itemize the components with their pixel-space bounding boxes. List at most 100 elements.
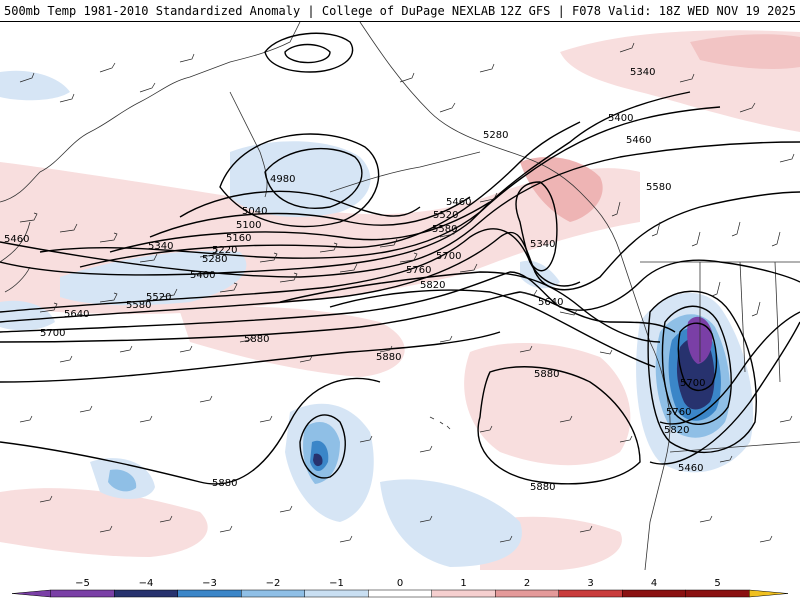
contour-label: 5460 [626, 135, 651, 146]
contour-label: 5340 [148, 241, 173, 252]
pos-anomaly-central-pacific [464, 342, 631, 466]
contour-4980 [264, 147, 363, 209]
pos-anomaly-west-pacific [180, 306, 405, 377]
colorbar-canvas: −5 −4 −3 −2 −1 0 1 2 3 4 5 [11, 578, 789, 598]
pos-anomaly-alaska-ridge [520, 157, 603, 222]
colorbar-ticks: −5 −4 −3 −2 −1 0 1 2 3 4 5 [75, 578, 721, 589]
contour-5640 [0, 259, 800, 333]
colorbar-segment [241, 589, 305, 598]
colorbar-segment [368, 589, 432, 598]
neg-anomaly-jet-blue [60, 250, 247, 306]
contour-5760 [279, 271, 661, 343]
contour-label-group: 4980 5040 5100 5160 5220 5280 5340 5400 … [4, 67, 705, 493]
colorbar-segment [50, 589, 115, 598]
contour-label: 4980 [270, 174, 295, 185]
kamchatka-coast [229, 91, 268, 198]
contour-label: 5340 [630, 67, 655, 78]
colorbar-segment [685, 589, 750, 598]
wind-barb [19, 192, 498, 263]
neg-anomaly-bering-low [230, 141, 371, 217]
wind-barb [59, 335, 613, 363]
contour-label: 5460 [446, 197, 471, 208]
contour-5460 [0, 141, 800, 278]
colorbar-tick-label: −2 [266, 578, 281, 589]
contour-cutoff-inner [677, 322, 718, 391]
anomaly-map[interactable]: 4980 5040 5100 5160 5220 5280 5340 5400 … [0, 22, 800, 572]
pos-anomaly-south-west [0, 488, 208, 557]
contour-label: 5820 [664, 425, 689, 436]
colorbar-tick-label: 0 [397, 578, 403, 589]
colorbar-arrow-high [749, 589, 789, 598]
contour-cutoff-outer [647, 290, 757, 454]
contour-label: 5280 [483, 130, 508, 141]
negative-anomaly-shading [0, 70, 754, 567]
aleutians [329, 151, 481, 193]
wind-barb [611, 201, 781, 317]
contour-label: 5760 [666, 407, 691, 418]
contour-5880-main [0, 331, 501, 383]
colorbar-tick-label: −3 [202, 578, 217, 589]
contour-label: 5220 [212, 245, 237, 256]
contour-label: 5520 [433, 210, 458, 221]
colorbar-tick-label: 3 [587, 578, 593, 589]
model-valid-time: 12Z GFS | F078 Valid: 18Z WED NOV 19 202… [499, 4, 796, 18]
contour-label: 5760 [406, 265, 431, 276]
contour-label: 5700 [436, 251, 461, 262]
colorbar-segment [622, 589, 686, 598]
contour-5820 [329, 289, 656, 368]
contour-label: 5700 [40, 328, 65, 339]
colorbar-tick-label: 4 [651, 578, 657, 589]
contour-label: 5160 [226, 233, 251, 244]
contour-label: 5040 [242, 206, 267, 217]
neg-anomaly-far-west-core [108, 469, 137, 492]
colorbar-tick-label: −4 [139, 578, 154, 589]
contour-label: 5580 [646, 182, 671, 193]
contour-5280 [79, 121, 581, 268]
contour-5880-sub-low [299, 414, 346, 479]
colorbar-tick-label: −5 [75, 578, 90, 589]
us-mexico-border [669, 441, 800, 453]
contour-label: 5880 [534, 369, 559, 380]
contour-label: 5100 [236, 220, 261, 231]
north-america-coast [644, 341, 671, 571]
contour-label: 5880 [376, 352, 401, 363]
contour-label: 5580 [432, 224, 457, 235]
colorbar-arrow-low [11, 589, 51, 598]
height-contours [0, 32, 800, 485]
contour-5880-west [0, 377, 381, 485]
asia-coast [0, 22, 301, 203]
contour-5880-east [649, 321, 800, 465]
contour-label: 5520 [146, 292, 171, 303]
colorbar-segment [177, 589, 242, 598]
contour-5340 [39, 91, 691, 259]
contour-5400 [0, 106, 721, 276]
contour-5700 [0, 291, 676, 343]
colorbar-tick-label: −1 [329, 578, 344, 589]
neg-anomaly-sub-low-dark [313, 453, 323, 467]
contour-label: 5700 [680, 378, 705, 389]
wind-barb [19, 42, 795, 163]
contour-polar-low [264, 32, 354, 73]
contour-label: 5640 [538, 297, 563, 308]
contour-5820-east [659, 311, 800, 425]
contour-label: 5400 [608, 113, 633, 124]
contour-5340-trough [515, 181, 558, 272]
contour-label: 5400 [190, 270, 215, 281]
contour-5220 [109, 201, 491, 253]
wind-barbs [19, 42, 795, 543]
map-canvas: 4980 5040 5100 5160 5220 5280 5340 5400 … [0, 22, 800, 571]
contour-label: 5880 [212, 478, 237, 489]
contour-label: 5880 [530, 482, 555, 493]
colorbar-segment [558, 589, 623, 598]
colorbar-tick-label: 5 [714, 578, 720, 589]
us-state-line-2 [739, 261, 746, 373]
us-state-line-3 [774, 261, 781, 383]
contour-label: 5460 [4, 234, 29, 245]
map-header: 500mb Temp 1981-2010 Standardized Anomal… [0, 0, 800, 22]
colorbar-tick-label: 2 [524, 578, 530, 589]
colorbar-segment [114, 589, 178, 598]
colorbar-segment [304, 589, 369, 598]
contour-label: 5640 [64, 309, 89, 320]
contour-5160 [149, 196, 471, 238]
colorbar-tick-label: 1 [460, 578, 466, 589]
